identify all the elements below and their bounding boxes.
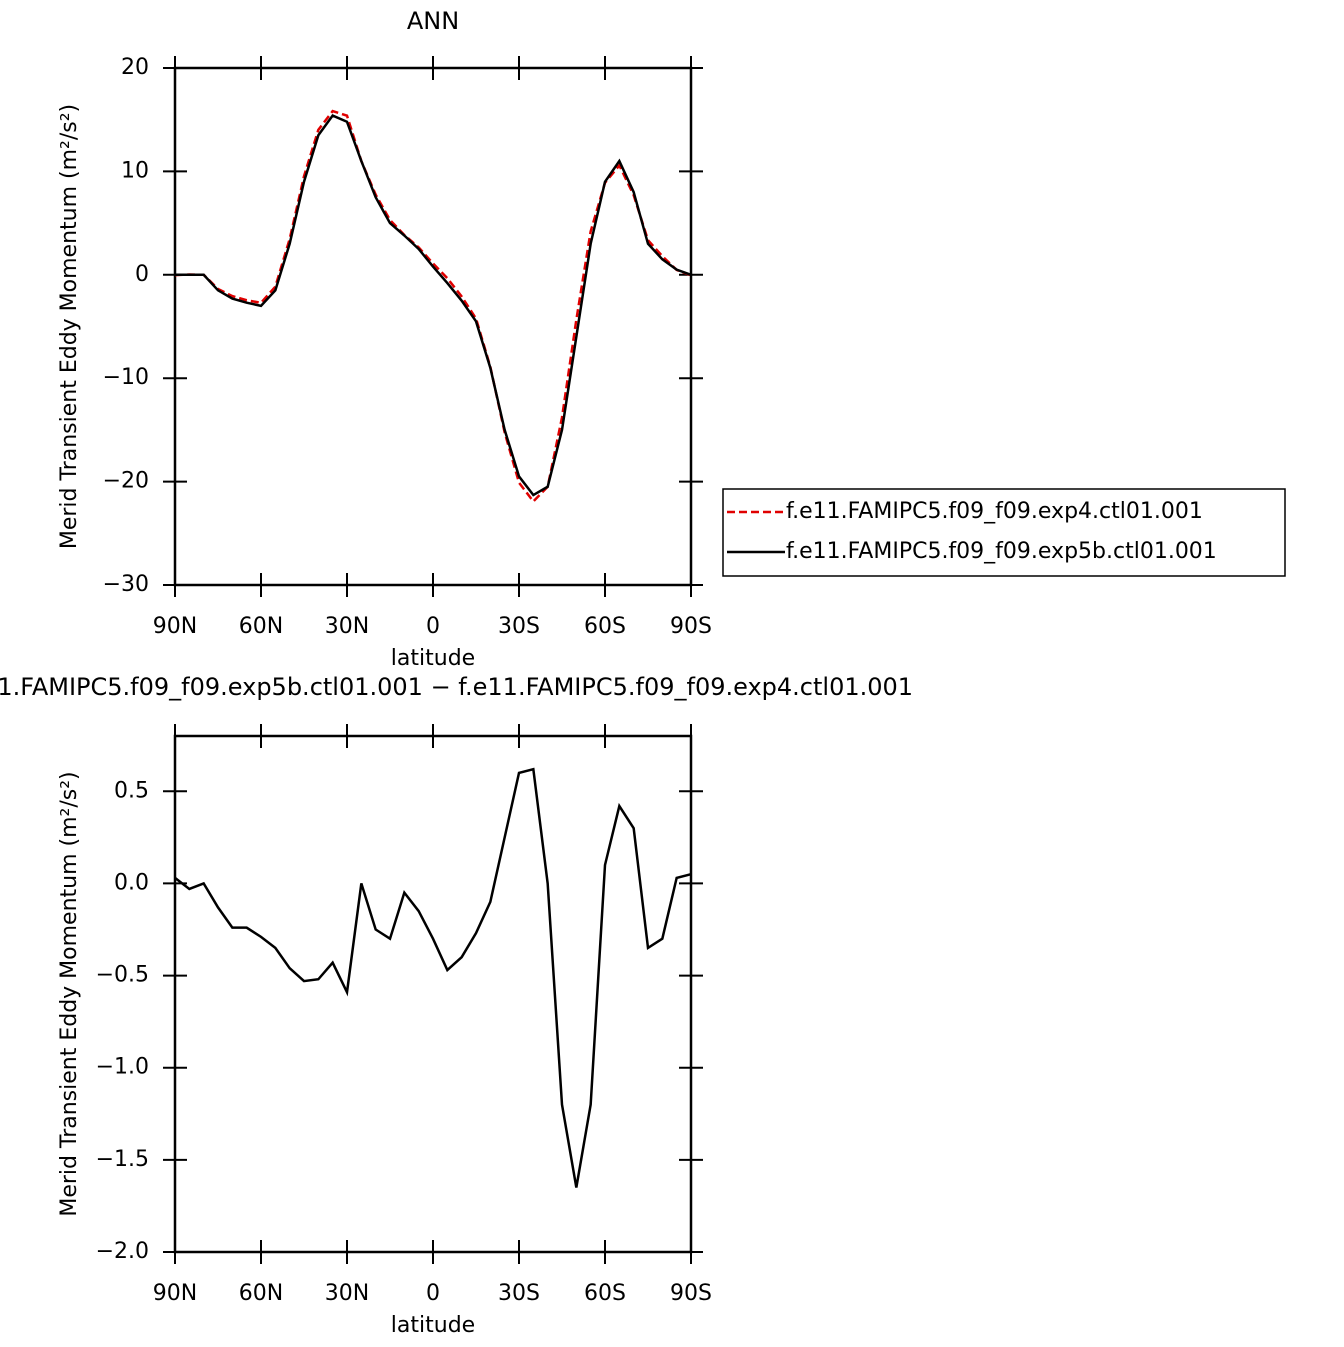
x-axis-label: latitude <box>391 1313 475 1338</box>
y-axis-label: Merid Transient Eddy Momentum (m²/s²) <box>57 104 82 549</box>
y-tick-label: 0.5 <box>114 778 149 803</box>
legend-label: f.e11.FAMIPC5.f09_f09.exp5b.ctl01.001 <box>786 539 1217 564</box>
x-tick-label: 30S <box>498 1281 540 1306</box>
plot-frame <box>173 66 693 587</box>
x-tick-label: 90S <box>670 1281 712 1306</box>
y-tick-label: −1.5 <box>96 1147 149 1172</box>
x-tick-label: 30S <box>498 614 540 639</box>
x-tick-label: 60N <box>239 614 283 639</box>
x-tick-label: 0 <box>426 1281 440 1306</box>
chart-title: ANN <box>407 7 459 35</box>
y-tick-label: 20 <box>121 55 149 80</box>
y-tick-label: −2.0 <box>96 1239 149 1264</box>
x-tick-label: 90N <box>153 614 197 639</box>
x-tick-label: 30N <box>325 614 369 639</box>
x-tick-label: 60S <box>584 1281 626 1306</box>
x-tick-label: 60S <box>584 614 626 639</box>
data-line <box>174 767 692 1188</box>
y-tick-label: −0.5 <box>96 963 149 988</box>
x-axis-label: latitude <box>391 646 475 671</box>
x-tick-label: 30N <box>325 1281 369 1306</box>
x-tick-label: 60N <box>239 1281 283 1306</box>
y-axis-label: Merid Transient Eddy Momentum (m²/s²) <box>57 771 82 1216</box>
y-tick-label: 0.0 <box>114 870 149 895</box>
x-tick-label: 90S <box>670 614 712 639</box>
x-tick-label: 0 <box>426 614 440 639</box>
y-tick-label: −1.0 <box>96 1055 149 1080</box>
y-tick-label: −20 <box>103 469 149 494</box>
y-tick-label: −10 <box>103 365 149 390</box>
y-tick-label: −30 <box>103 572 149 597</box>
legend-box <box>722 488 1286 577</box>
x-tick-label: 90N <box>153 1281 197 1306</box>
legend-label: f.e11.FAMIPC5.f09_f09.exp4.ctl01.001 <box>786 499 1203 524</box>
chart-title: f.e11.FAMIPC5.f09_f09.exp5b.ctl01.001 − … <box>0 673 913 701</box>
y-tick-label: 10 <box>121 158 149 183</box>
plot-frame <box>173 734 693 1254</box>
y-tick-label: 0 <box>135 262 149 287</box>
data-line <box>175 114 692 497</box>
